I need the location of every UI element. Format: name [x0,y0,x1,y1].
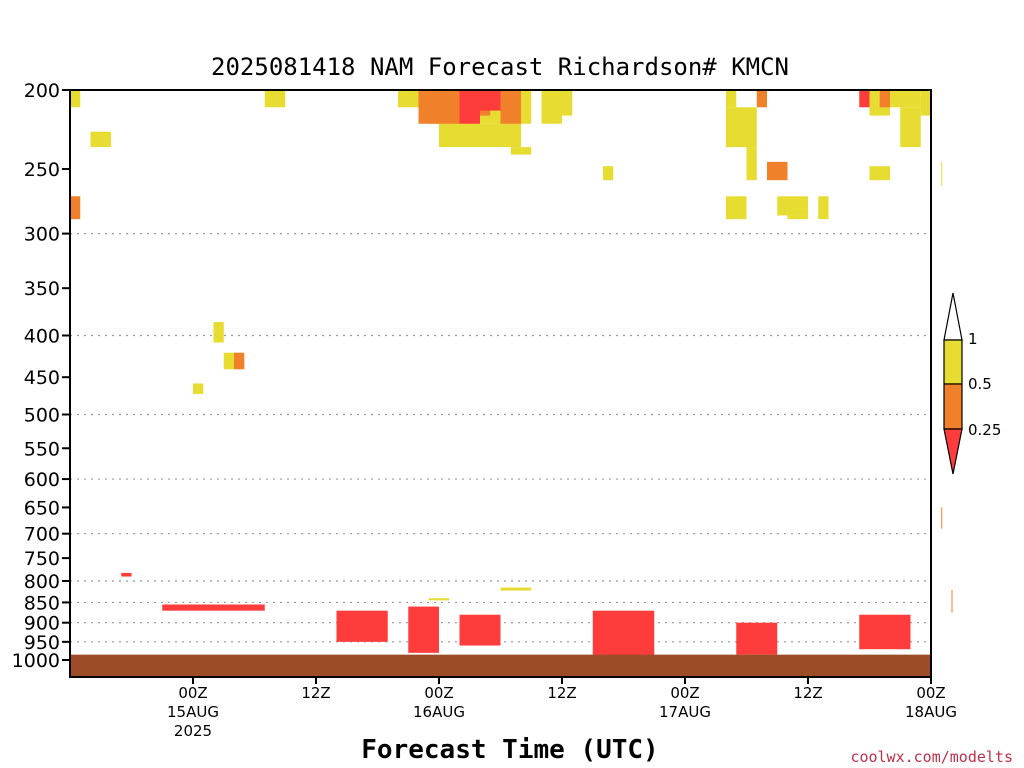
ri-cell-0.5-1-0 [70,90,81,108]
y-tick-label-250: 250 [24,159,60,181]
ri-cell-0.5-1-16 [787,215,808,220]
y-tick-label-350: 350 [24,278,60,300]
y-tick-label-300: 300 [24,224,60,246]
x-tick-label-4-0: 00Z [670,684,699,702]
ri-cell-0.25-0.5-8 [234,352,245,370]
credit-text: coolwx.com/modelts [850,748,1013,766]
y-tick-label-900: 900 [24,613,60,635]
y-axis-ticks: 200 250 300 350 400 450 500 550 600 650 7007508008… [12,80,70,672]
y-tick-label-550: 550 [24,438,60,460]
ri-cell-0.5-1-15 [777,196,808,216]
x-tick-label-2-1: 16AUG [413,703,465,721]
ri-cell-lt-0.25-3 [121,572,132,577]
x-tick-label-0-2: 2025 [174,722,212,740]
x-tick-label-1-0: 12Z [301,684,330,702]
plot-gridlines [70,232,931,643]
y-tick-label-200: 200 [24,80,60,102]
ri-cell-0.5-1-28 [500,587,532,591]
ri-cell-0.5-1-17 [818,196,829,220]
colorbar-label-0: 1 [968,330,978,348]
x-tick-label-0-0: 00Z [178,684,207,702]
colorbar-legend: 1 0.5 0.25 [943,292,1001,475]
x-tick-label-5-0: 12Z [793,684,822,702]
ri-cell-lt-0.25-8 [592,610,655,657]
ri-cell-lt-0.25-2 [859,90,870,108]
ri-cell-0.5-1-6 [439,123,521,148]
y-tick-label-500: 500 [24,405,60,427]
ri-cell-lt-0.25-1 [480,90,501,111]
x-tick-label-2-0: 00Z [424,684,453,702]
ri-cell-0.5-1-8 [541,90,562,124]
plot-cells [70,90,953,657]
colorbar-band-orange [943,383,963,430]
x-tick-label-4-1: 17AUG [659,703,711,721]
y-tick-label-400: 400 [24,325,60,347]
ri-cell-0.5-1-24 [213,321,224,343]
ri-cell-lt-0.25-5 [336,610,388,642]
colorbar-band-yellow [943,339,963,385]
ri-cell-0.5-1-14 [746,147,757,181]
ri-cell-0.25-0.5-5 [767,161,788,181]
ri-cell-0.5-1-27 [428,598,450,601]
ri-cell-lt-0.25-10 [859,614,911,650]
ri-cell-0.25-0.5-9 [941,507,943,529]
x-axis-label: Forecast Time (UTC) [361,735,658,765]
y-tick-label-800: 800 [24,571,60,593]
x-tick-label-3-0: 12Z [547,684,576,702]
ri-cell-lt-0.25-0 [459,90,480,124]
ri-cell-0.5-1-9 [562,90,573,116]
colorbar-bottom-arrow [943,428,963,475]
ri-cell-0.25-0.5-3 [500,90,521,124]
ri-cell-0.5-1-1 [90,131,111,148]
ri-cell-lt-0.25-4 [162,604,265,611]
chart-title: 2025081418 NAM Forecast Richardson# KMCN [211,53,789,81]
ri-cell-0.5-1-19 [890,90,921,108]
surface-ground [70,654,931,677]
x-tick-label-6-0: 00Z [916,684,945,702]
x-tick-label-6-1: 18AUG [905,703,957,721]
surface-band [70,654,931,677]
ri-cell-0.5-1-2 [264,90,275,108]
ri-cell-0.5-1-13 [726,107,757,148]
y-tick-label-450: 450 [24,367,60,389]
ri-cell-0.5-1-21 [900,107,921,148]
ri-cell-0.5-1-10 [603,166,614,181]
ri-cell-0.25-0.5-4 [756,90,767,108]
ri-cell-0.25-0.5-10 [951,589,953,613]
ri-cell-0.5-1-22 [920,90,931,116]
x-tick-label-0-1: 15AUG [167,703,219,721]
ri-cell-0.5-1-3 [275,90,286,108]
ri-cell-0.5-1-7 [510,147,532,155]
colorbar-top-arrow [943,292,963,341]
ri-cell-0.25-0.5-0 [70,196,81,220]
ri-cell-0.5-1-11 [726,196,747,220]
ri-cell-lt-0.25-9 [736,622,778,655]
ri-cell-0.5-1-26 [193,383,204,395]
ri-cell-0.5-1-12 [726,90,737,108]
ri-cell-0.25-0.5-1 [418,90,460,124]
ri-cell-0.5-1-20 [869,166,890,181]
y-tick-label-650: 650 [24,497,60,519]
y-tick-label-1000: 1000 [12,650,60,672]
ri-cell-lt-0.25-7 [459,614,501,646]
plot-frame [69,89,932,678]
y-tick-label-700: 700 [24,524,60,546]
y-tick-label-750: 750 [24,548,60,570]
ri-cell-lt-0.25-6 [408,606,439,653]
colorbar-label-1: 0.5 [968,375,992,393]
ri-cell-0.25-0.5-6 [879,90,890,108]
y-tick-label-600: 600 [24,469,60,491]
y-tick-label-950: 950 [24,632,60,654]
ri-cell-0.5-1-23 [941,161,943,186]
y-tick-label-850: 850 [24,592,60,614]
colorbar-label-2: 0.25 [968,421,1001,439]
